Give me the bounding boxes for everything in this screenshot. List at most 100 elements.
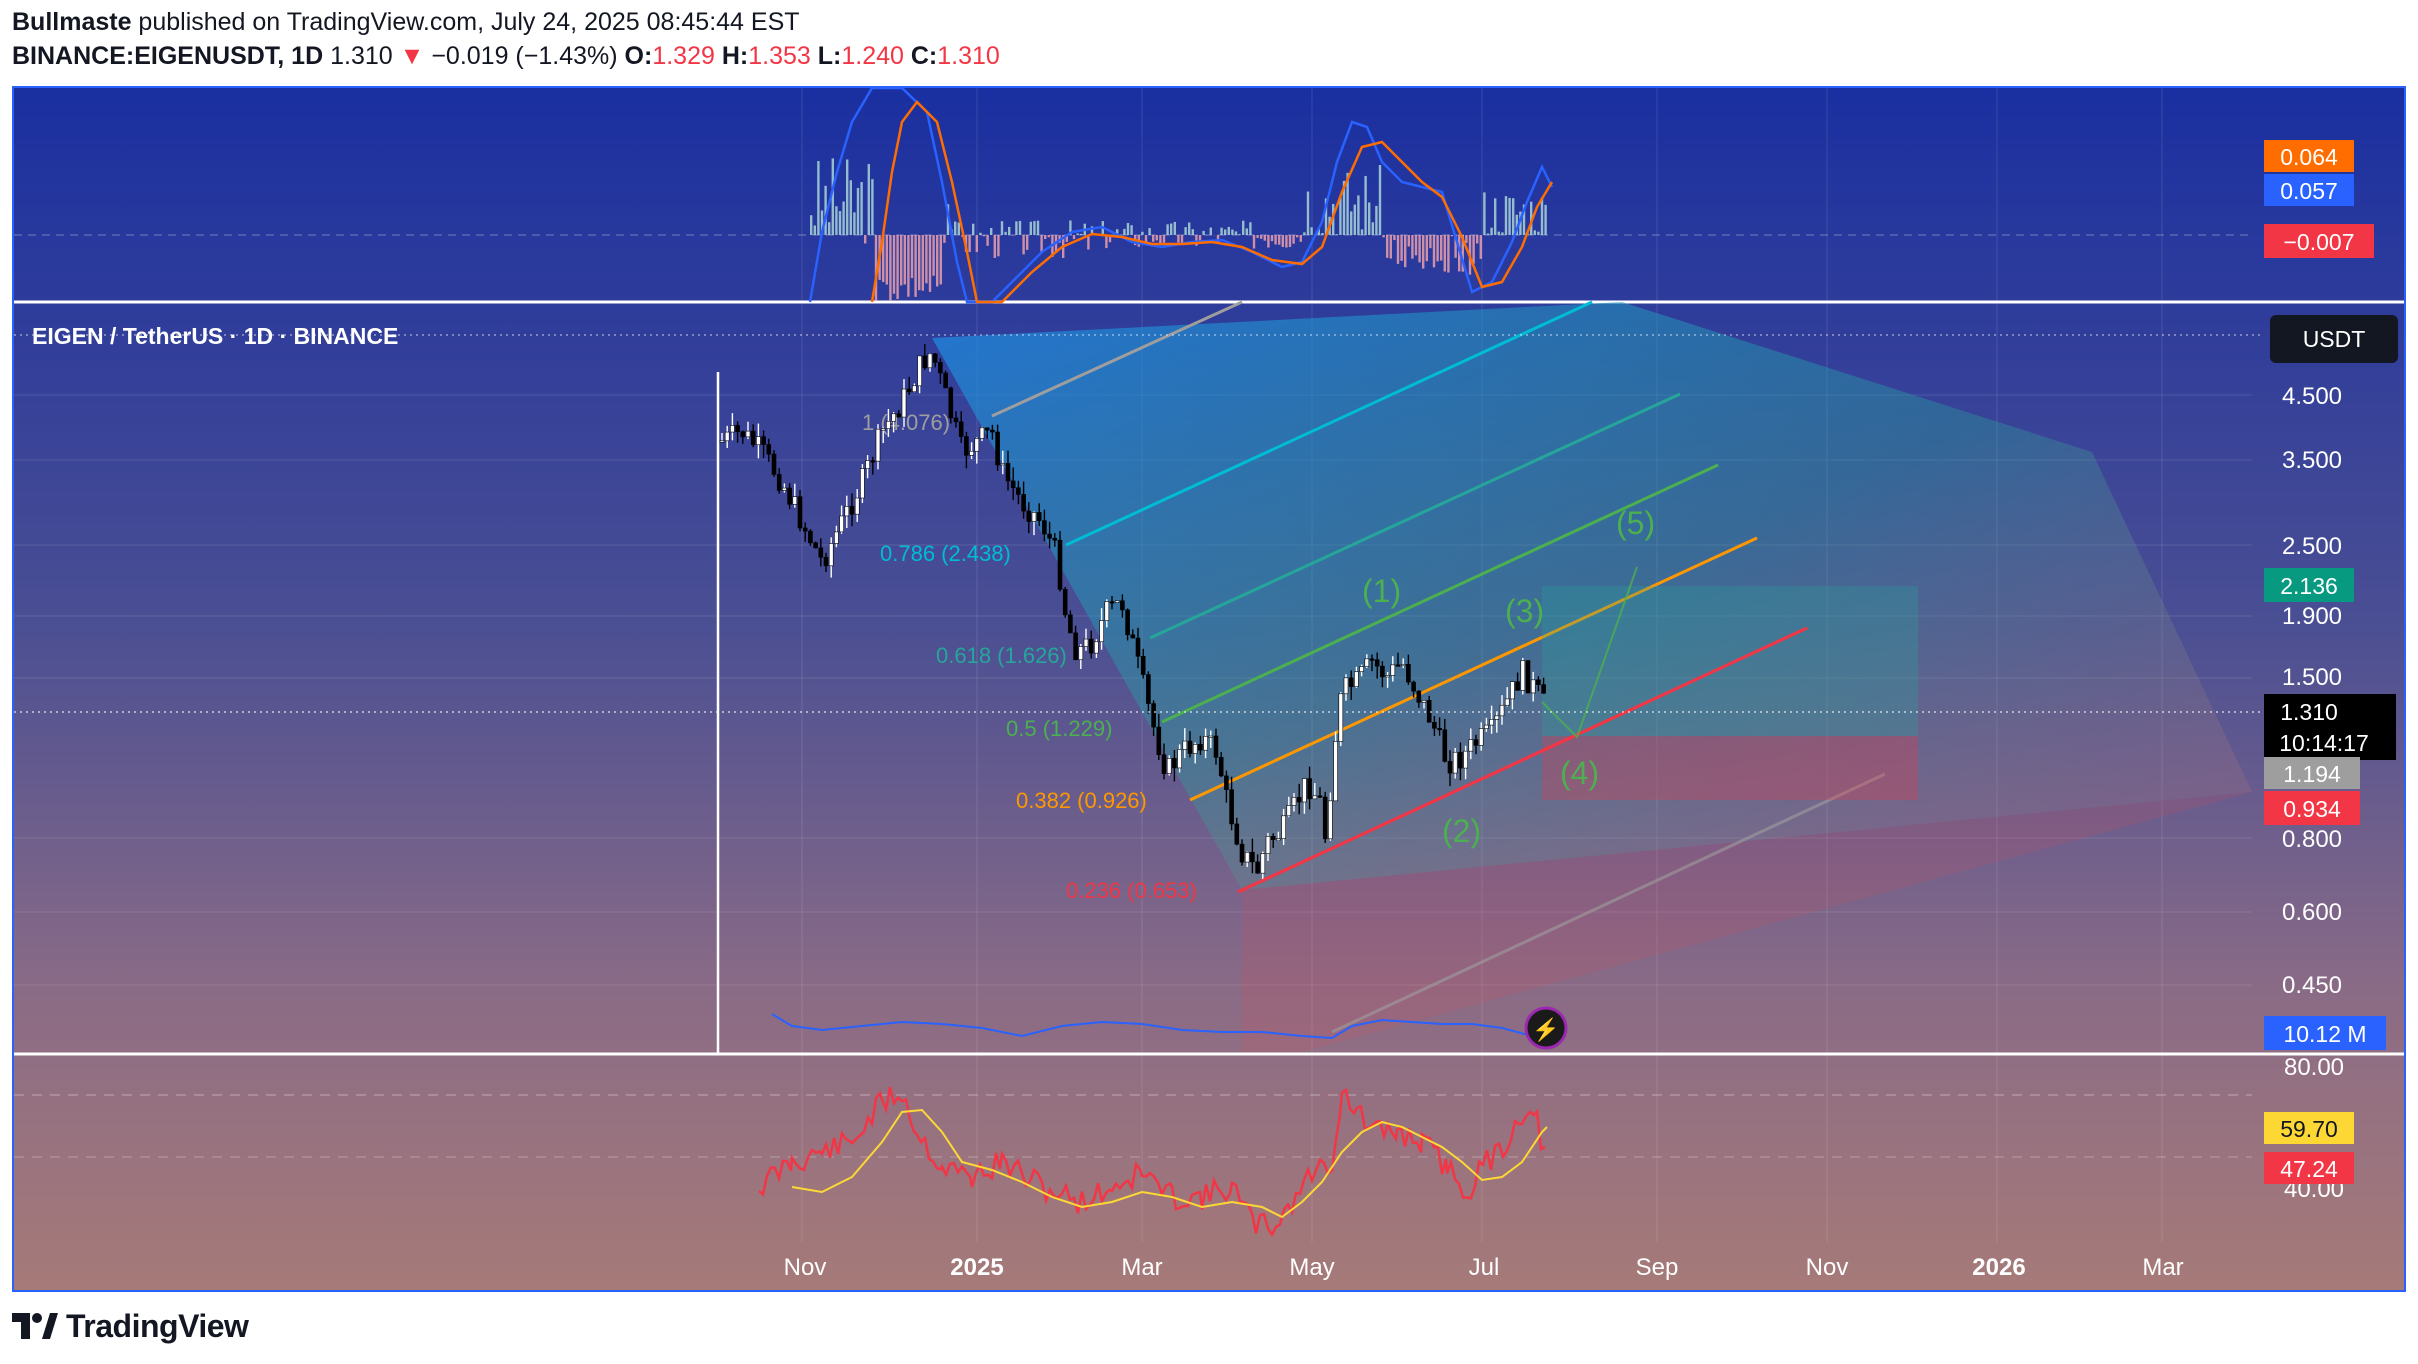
candle-body bbox=[1073, 632, 1078, 661]
macd-hist-bar bbox=[1026, 235, 1029, 250]
macd-hist-bar bbox=[1152, 235, 1155, 242]
candle-body bbox=[1437, 728, 1442, 731]
candle-body bbox=[1463, 750, 1468, 769]
fib-label-0786: 0.786 (2.438) bbox=[880, 541, 1011, 566]
candle-body bbox=[724, 431, 730, 442]
macd-hist-bar bbox=[979, 232, 982, 235]
macd-hist-bar bbox=[1447, 235, 1450, 273]
target-zone bbox=[1542, 586, 1918, 736]
candle-body bbox=[1328, 800, 1333, 840]
macd-hist-bar bbox=[1047, 235, 1050, 238]
countdown-badge: 10:14:17 bbox=[2279, 730, 2369, 756]
rsi-axis[interactable]: 80.00 40.00 59.70 47.24 bbox=[2264, 1054, 2354, 1203]
macd-hist-bar bbox=[1065, 235, 1068, 242]
macd-hist-bar bbox=[892, 235, 896, 294]
candle-body bbox=[922, 355, 928, 369]
entry-price-badge: 1.194 bbox=[2283, 761, 2341, 787]
macd-hist-bar bbox=[1198, 235, 1202, 242]
price-axis[interactable]: 4.500 3.500 2.500 1.900 1.500 0.800 0.60… bbox=[2282, 383, 2342, 999]
candle-body bbox=[808, 530, 813, 544]
fib-line-0382 bbox=[1189, 536, 1758, 802]
macd-hist-bar bbox=[968, 235, 971, 253]
macd-hist-bar bbox=[1504, 196, 1508, 235]
ohlc-line: BINANCE:EIGENUSDT, 1D 1.310 ▼ −0.019 (−1… bbox=[12, 42, 1000, 71]
time-axis[interactable]: Nov 2025 Mar May Jul Sep Nov 2026 Mar bbox=[784, 1254, 2184, 1281]
macd-hist-bar bbox=[1177, 235, 1180, 243]
macd-hist-bar bbox=[1249, 222, 1252, 235]
candle-body bbox=[880, 428, 886, 431]
candle-body bbox=[1322, 796, 1328, 840]
chart-frame[interactable]: −0.007 1 (4.076) 0.786 (2.438) 0.618 (1.… bbox=[12, 86, 2406, 1292]
candle-body bbox=[813, 542, 818, 549]
long-position-tool[interactable] bbox=[1542, 586, 1918, 800]
macd-hist-bar bbox=[820, 210, 824, 235]
macd-hist-bar bbox=[856, 187, 860, 235]
macd-hist-bar bbox=[1404, 235, 1407, 268]
macd-hist-bar bbox=[1256, 235, 1259, 238]
wave-label-1[interactable]: (1) bbox=[1362, 573, 1401, 609]
macd-hist-bar bbox=[1090, 226, 1094, 235]
macd-hist-bar bbox=[1476, 235, 1479, 244]
macd-hist-bar bbox=[1166, 224, 1169, 235]
fib-line-0 bbox=[1331, 772, 1886, 1034]
macd-hist-bar bbox=[1170, 223, 1173, 235]
tradingview-logo[interactable]: TradingView bbox=[12, 1306, 249, 1346]
channel-support[interactable] bbox=[1237, 626, 1808, 894]
macd-hist-bar bbox=[1267, 235, 1270, 248]
wave-label-2[interactable]: (2) bbox=[1442, 813, 1481, 849]
macd-hist-bar bbox=[1324, 198, 1328, 235]
fib-channel[interactable]: 1 (4.076) 0.786 (2.438) 0.618 (1.626) 0.… bbox=[862, 300, 2252, 1052]
open-label: O: bbox=[624, 42, 653, 70]
wave-label-5[interactable]: (5) bbox=[1616, 505, 1655, 541]
macd-hist-bar bbox=[1422, 235, 1425, 269]
candle-body bbox=[787, 487, 792, 505]
currency-button[interactable]: USDT bbox=[2270, 315, 2398, 363]
candle-body bbox=[761, 436, 766, 445]
macd-hist-bar bbox=[846, 159, 849, 235]
macd-hist-bar bbox=[972, 223, 975, 235]
candle-body bbox=[849, 506, 855, 515]
candle-body bbox=[1270, 836, 1276, 840]
macd-hist-bar bbox=[1015, 221, 1018, 235]
macd-hist-bar bbox=[1029, 221, 1032, 235]
chart-canvas[interactable]: −0.007 1 (4.076) 0.786 (2.438) 0.618 (1.… bbox=[14, 88, 2404, 1290]
candle-body bbox=[782, 487, 787, 491]
candle-body bbox=[896, 413, 902, 418]
candle-body bbox=[766, 444, 772, 455]
macd-hist-bar bbox=[1512, 198, 1515, 235]
candle-body bbox=[1016, 487, 1021, 495]
macd-hist-bar bbox=[864, 235, 867, 244]
macd-hist-bar bbox=[1339, 197, 1342, 235]
macd-hist-bar bbox=[1465, 235, 1468, 243]
svg-text:⚡: ⚡ bbox=[1532, 1017, 1559, 1043]
macd-hist-bar bbox=[907, 235, 910, 297]
lightning-icon[interactable]: ⚡ bbox=[1524, 1006, 1568, 1050]
macd-hist-bar bbox=[936, 235, 939, 287]
rsi-ma-badge: 59.70 bbox=[2280, 1116, 2338, 1142]
stop-zone bbox=[1542, 736, 1918, 800]
macd-hist-bar bbox=[1382, 235, 1385, 238]
macd-hist-bar bbox=[1180, 235, 1184, 243]
macd-hist-bar bbox=[1486, 233, 1490, 235]
price-tick: 0.600 bbox=[2282, 899, 2342, 926]
wave-label-3[interactable]: (3) bbox=[1505, 593, 1544, 629]
fib-line-1 bbox=[991, 300, 1243, 418]
price-tick: 2.500 bbox=[2282, 533, 2342, 560]
candle-body bbox=[1468, 739, 1474, 752]
time-tick: Mar bbox=[1121, 1254, 1162, 1281]
macd-hist-badge: −0.007 bbox=[2284, 229, 2355, 255]
candle-body bbox=[984, 427, 990, 431]
macd-hist-bar bbox=[824, 185, 827, 235]
candle-body bbox=[875, 428, 881, 462]
price-tick: 4.500 bbox=[2282, 383, 2342, 410]
macd-hist-bar bbox=[1162, 235, 1166, 243]
elliott-path[interactable] bbox=[1541, 566, 1638, 739]
macd-hist-bar bbox=[1411, 235, 1414, 259]
candle-body bbox=[964, 436, 969, 456]
wave-label-4[interactable]: (4) bbox=[1560, 755, 1599, 791]
macd-hist-bar bbox=[1076, 233, 1079, 235]
candle-body bbox=[969, 450, 974, 456]
author-name[interactable]: Bullmaste bbox=[12, 8, 132, 36]
macd-hist-bar bbox=[1450, 235, 1454, 237]
macd-hist-bar bbox=[1108, 235, 1112, 243]
